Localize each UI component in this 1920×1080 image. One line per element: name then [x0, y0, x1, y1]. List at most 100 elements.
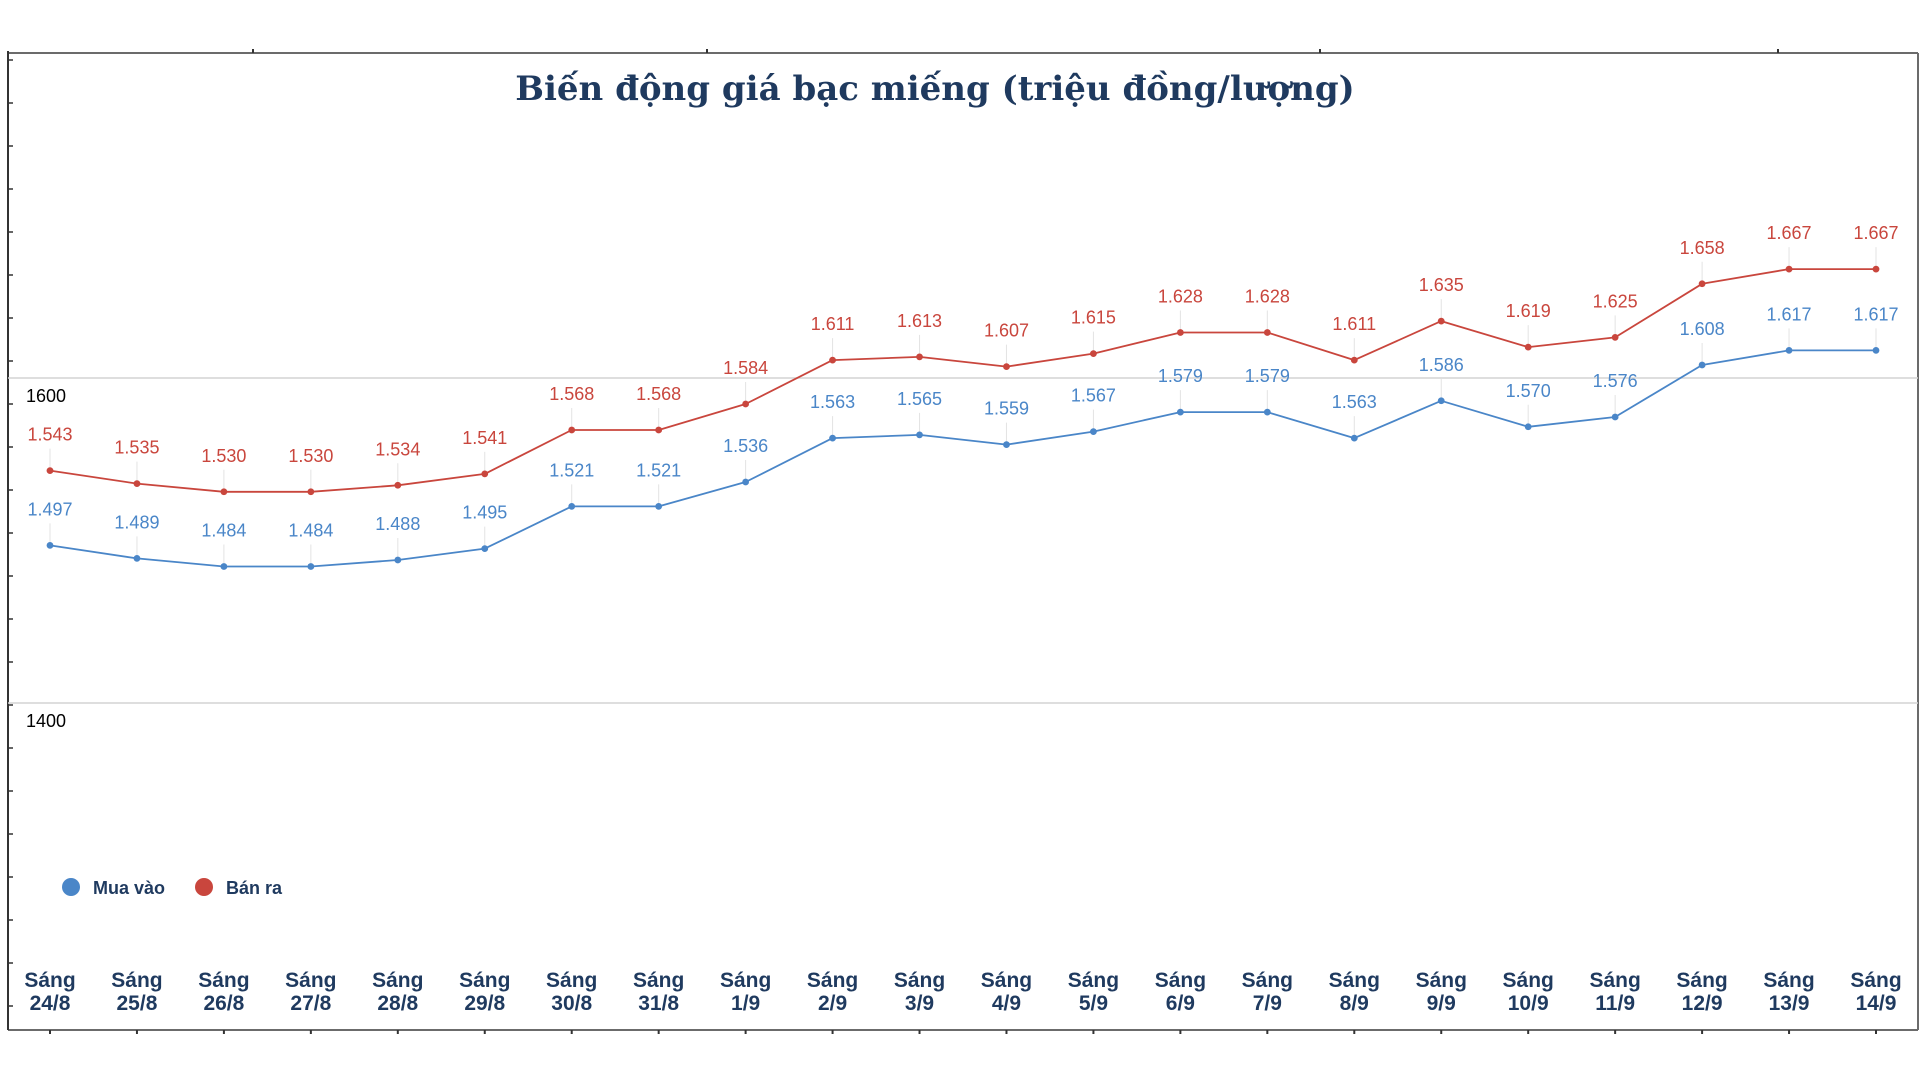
- data-label-ban-ra: 1.543: [27, 425, 72, 445]
- data-point-mua-vao: [1090, 428, 1097, 436]
- x-label-line2: 9/9: [1427, 992, 1456, 1015]
- legend-label-ban-ra: Bán ra: [226, 878, 283, 898]
- x-label-line1: Sáng: [894, 969, 945, 992]
- data-point-ban-ra: [1090, 350, 1097, 358]
- x-label-line2: 14/9: [1856, 992, 1897, 1015]
- x-label-line1: Sáng: [111, 969, 162, 992]
- x-label-line2: 13/9: [1769, 992, 1810, 1015]
- data-label-mua-vao: 1.608: [1680, 319, 1725, 339]
- data-label-ban-ra: 1.568: [549, 384, 594, 404]
- data-point-ban-ra: [1176, 329, 1184, 336]
- x-label-line2: 29/8: [464, 992, 505, 1015]
- data-point-ban-ra: [1524, 343, 1532, 351]
- x-label-line1: Sáng: [720, 969, 771, 992]
- data-point-mua-vao: [481, 545, 489, 553]
- x-label-line2: 11/9: [1595, 992, 1635, 1015]
- data-point-mua-vao: [1698, 361, 1706, 369]
- x-label-line2: 26/8: [203, 992, 244, 1015]
- data-label-mua-vao: 1.586: [1419, 355, 1464, 375]
- data-label-mua-vao: 1.579: [1245, 366, 1290, 386]
- data-point-mua-vao: [1611, 413, 1619, 421]
- data-label-mua-vao: 1.484: [201, 521, 246, 541]
- x-label-line2: 27/8: [290, 992, 331, 1015]
- data-point-mua-vao: [1263, 408, 1271, 416]
- data-point-mua-vao: [829, 434, 836, 442]
- data-label-ban-ra: 1.628: [1245, 287, 1290, 307]
- data-point-ban-ra: [1698, 280, 1706, 288]
- x-label-line1: Sáng: [24, 969, 75, 992]
- data-label-mua-vao: 1.576: [1593, 371, 1638, 391]
- legend-item-mua-vao: Mua vào: [62, 878, 165, 898]
- x-label-line2: 28/8: [377, 992, 418, 1015]
- data-point-ban-ra: [394, 481, 402, 489]
- data-point-ban-ra: [133, 480, 141, 488]
- x-label-line2: 2/9: [818, 992, 847, 1015]
- series-line-mua-vao: [49, 349, 1876, 568]
- data-label-mua-vao: 1.617: [1767, 304, 1812, 324]
- data-point-mua-vao: [1785, 346, 1793, 354]
- data-point-ban-ra: [1437, 317, 1445, 325]
- data-point-mua-vao: [1003, 441, 1010, 449]
- data-label-ban-ra: 1.584: [723, 358, 768, 378]
- x-label-line2: 3/9: [905, 992, 934, 1015]
- data-label-mua-vao: 1.484: [288, 521, 333, 541]
- data-label-mua-vao: 1.521: [636, 460, 681, 480]
- data-point-mua-vao: [1176, 408, 1184, 416]
- data-point-mua-vao: [307, 563, 315, 570]
- x-label-line2: 8/9: [1340, 992, 1369, 1015]
- x-label-line1: Sáng: [807, 969, 858, 992]
- x-label-line2: 12/9: [1682, 992, 1723, 1015]
- x-label-line1: Sáng: [1155, 969, 1206, 992]
- data-label-mua-vao: 1.521: [549, 460, 594, 480]
- data-label-ban-ra: 1.625: [1593, 291, 1638, 311]
- data-point-ban-ra: [1872, 265, 1880, 273]
- data-label-mua-vao: 1.563: [810, 392, 855, 412]
- series-points: [46, 247, 1880, 570]
- data-label-mua-vao: 1.563: [1332, 392, 1377, 412]
- x-label-line1: Sáng: [198, 969, 249, 992]
- gridlines: [8, 377, 1918, 704]
- data-label-ban-ra: 1.535: [114, 438, 159, 458]
- x-label-line2: 6/9: [1166, 992, 1195, 1015]
- data-label-ban-ra: 1.619: [1506, 301, 1551, 321]
- data-label-ban-ra: 1.615: [1071, 308, 1116, 328]
- legend: Mua vào Bán ra: [62, 878, 283, 898]
- data-point-mua-vao: [742, 478, 750, 486]
- data-label-mua-vao: 1.536: [723, 436, 768, 456]
- data-label-ban-ra: 1.607: [984, 321, 1029, 341]
- legend-item-ban-ra: Bán ra: [195, 878, 283, 898]
- data-point-mua-vao: [1350, 434, 1358, 442]
- data-label-ban-ra: 1.530: [201, 446, 246, 466]
- data-point-mua-vao: [220, 563, 228, 570]
- x-label-line1: Sáng: [1329, 969, 1380, 992]
- data-point-mua-vao: [1524, 423, 1532, 431]
- data-label-ban-ra: 1.541: [462, 428, 507, 448]
- y-tick-label-1400: 1400: [26, 711, 66, 731]
- x-label-line1: Sáng: [1068, 969, 1119, 992]
- data-point-ban-ra: [307, 488, 315, 496]
- data-point-mua-vao: [133, 554, 141, 562]
- data-label-ban-ra: 1.611: [1332, 314, 1376, 334]
- data-point-mua-vao: [1437, 397, 1445, 405]
- data-label-mua-vao: 1.495: [462, 503, 507, 523]
- data-point-ban-ra: [1785, 265, 1793, 273]
- x-label-line2: 30/8: [551, 992, 592, 1015]
- data-label-mua-vao: 1.559: [984, 399, 1029, 419]
- legend-marker-mua-vao: [62, 878, 80, 896]
- data-point-mua-vao: [916, 431, 923, 439]
- x-label-line1: Sáng: [1589, 969, 1640, 992]
- data-point-ban-ra: [916, 353, 923, 361]
- data-label-mua-vao: 1.489: [114, 512, 159, 532]
- series-line-ban-ra: [49, 268, 1876, 493]
- data-label-mua-vao: 1.565: [897, 389, 942, 409]
- y-tick-label-1600: 1600: [26, 386, 66, 406]
- data-label-ban-ra: 1.667: [1853, 223, 1898, 243]
- x-axis-labels: Sáng24/8Sáng25/8Sáng26/8Sáng27/8Sáng28/8…: [24, 969, 1902, 1034]
- data-label-ban-ra: 1.611: [811, 314, 855, 334]
- legend-label-mua-vao: Mua vào: [93, 878, 165, 898]
- data-labels: 1.497 1.489 1.484 1.484 1.488 1.495 1.521 1.521…: [27, 223, 1898, 540]
- data-label-ban-ra: 1.628: [1158, 287, 1203, 307]
- x-label-line2: 5/9: [1079, 992, 1108, 1015]
